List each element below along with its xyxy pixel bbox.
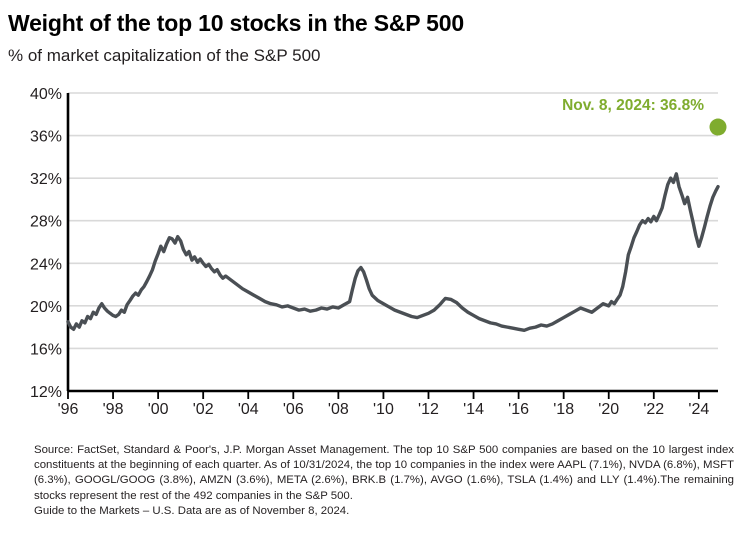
y-axis-tick-label: 40% (30, 86, 62, 103)
footnote-guide: Guide to the Markets – U.S. Data are as … (34, 504, 350, 517)
x-axis-tick-label: '06 (283, 401, 304, 418)
y-axis-tick-label: 20% (30, 299, 62, 316)
x-axis-tick-label: '12 (418, 401, 439, 418)
x-axis-tick-label: '08 (328, 401, 349, 418)
footnote: Source: FactSet, Standard & Poor's, J.P.… (34, 443, 734, 519)
y-axis-tick-label: 32% (30, 171, 62, 188)
x-axis-ticks (67, 391, 700, 399)
last-point-marker (709, 118, 727, 136)
y-axis-tick-label: 16% (30, 341, 62, 358)
x-axis-tick-label: '18 (553, 401, 574, 418)
page-title: Weight of the top 10 stocks in the S&P 5… (8, 10, 464, 36)
y-axis-tick-label: 36% (30, 129, 62, 146)
x-axis-tick-label: '04 (238, 401, 259, 418)
chart-plot-area: 12% 16% 20% 24% 28% 32% 36% 40% '96 '98 '00 '02 '04… (30, 86, 727, 418)
x-axis-tick-label: '24 (688, 401, 709, 418)
chart-subtitle: % of market capitalization of the S&P 50… (8, 46, 321, 65)
footnote-source: Source: FactSet, Standard & Poor's, J.P.… (34, 444, 734, 502)
x-axis-tick-label: '96 (58, 401, 79, 418)
x-axis-tick-label: '14 (463, 401, 484, 418)
x-axis-tick-label: '22 (643, 401, 664, 418)
y-axis-tick-label: 28% (30, 214, 62, 231)
annotation-label: Nov. 8, 2024: 36.8% (562, 97, 704, 114)
x-axis-tick-label: '10 (373, 401, 394, 418)
x-axis-tick-label: '00 (148, 401, 169, 418)
data-series-line (66, 172, 720, 333)
x-axis-tick-label: '98 (103, 401, 124, 418)
x-axis-tick-label: '02 (193, 401, 214, 418)
x-axis-tick-label: '16 (508, 401, 529, 418)
y-axis-tick-label: 24% (30, 256, 62, 273)
x-axis-tick-labels: '96 '98 '00 '02 '04 '06 '08 '10 '12 '14 '16 '18 '20 '… (58, 401, 710, 418)
y-axis-tick-label: 12% (30, 384, 62, 401)
x-axis-tick-label: '20 (598, 401, 619, 418)
y-axis-tick-labels: 12% 16% 20% 24% 28% 32% 36% 40% (30, 86, 62, 401)
